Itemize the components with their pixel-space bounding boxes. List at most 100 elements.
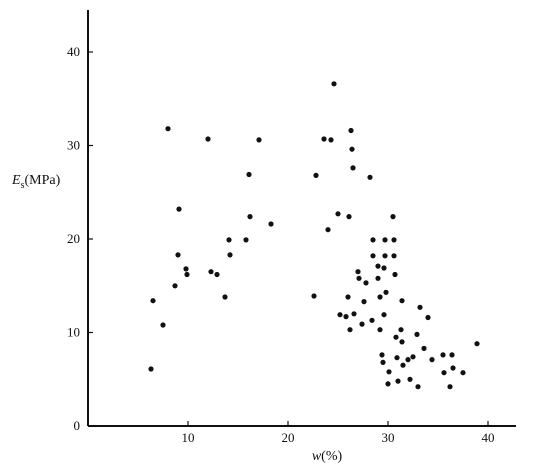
data-point <box>379 352 385 358</box>
data-point <box>349 146 355 152</box>
data-point <box>380 359 386 365</box>
data-point <box>474 341 480 347</box>
data-point <box>367 174 373 180</box>
data-point <box>375 275 381 281</box>
data-point <box>399 339 405 345</box>
data-point <box>383 289 389 295</box>
y-tick-label: 10 <box>67 325 80 340</box>
x-tick-label: 20 <box>282 430 295 445</box>
data-point <box>268 221 274 227</box>
data-point <box>328 137 334 143</box>
data-point <box>160 322 166 328</box>
data-point <box>394 355 400 361</box>
data-point <box>311 293 317 299</box>
data-point <box>214 271 220 278</box>
data-points <box>148 81 480 390</box>
data-point <box>377 294 383 300</box>
data-point <box>381 265 387 271</box>
y-tick-label: 0 <box>74 418 81 433</box>
data-point <box>165 126 171 132</box>
data-point <box>385 381 391 387</box>
data-point <box>363 280 369 286</box>
data-point <box>382 237 388 243</box>
x-axis-label-symbol: w <box>312 449 322 464</box>
x-tick-label: 10 <box>182 430 195 445</box>
data-point <box>184 271 190 278</box>
data-point <box>359 321 365 327</box>
data-point <box>398 327 404 333</box>
y-axis-label-subscript: s <box>21 180 25 191</box>
data-point <box>447 384 453 390</box>
data-point <box>208 269 214 275</box>
y-axis-ticks: 0 10 20 30 40 <box>67 44 93 433</box>
data-point <box>391 237 397 243</box>
data-point <box>417 304 423 310</box>
data-point <box>351 311 357 317</box>
data-point <box>348 127 354 134</box>
data-point <box>325 227 331 233</box>
data-point <box>227 252 233 258</box>
x-axis-label-unit: (%) <box>321 449 342 464</box>
data-point <box>382 253 388 259</box>
data-point <box>172 283 178 289</box>
data-point <box>346 214 352 220</box>
data-point <box>415 384 421 390</box>
data-point <box>395 378 401 384</box>
x-tick-label: 30 <box>382 430 395 445</box>
x-axis-label: w(%) <box>312 449 343 464</box>
data-point <box>337 312 343 318</box>
data-point <box>335 211 341 217</box>
data-point <box>392 271 398 278</box>
data-point <box>331 81 337 87</box>
data-point <box>243 237 249 243</box>
data-point <box>370 237 376 243</box>
data-point <box>183 266 189 272</box>
data-point <box>429 357 435 363</box>
data-point <box>256 137 262 143</box>
y-tick-label: 30 <box>67 138 80 153</box>
x-tick-label: 40 <box>482 430 495 445</box>
data-point <box>343 314 349 320</box>
data-point <box>399 298 405 304</box>
data-point <box>375 263 381 269</box>
data-point <box>148 366 154 372</box>
data-point <box>381 312 387 318</box>
data-point <box>410 354 416 360</box>
y-tick-label: 40 <box>67 44 80 59</box>
y-axis-label-unit: (MPa) <box>24 173 60 188</box>
data-point <box>386 369 392 375</box>
y-axis-label: Es(MPa) <box>11 173 61 191</box>
data-point <box>393 334 399 340</box>
data-point <box>405 357 411 363</box>
data-point <box>425 314 431 321</box>
data-point <box>175 252 181 258</box>
data-point <box>407 376 413 382</box>
data-point <box>321 136 327 142</box>
y-axis-label-symbol: E <box>11 173 21 188</box>
data-point <box>369 317 375 323</box>
data-point <box>347 327 353 333</box>
data-point <box>222 294 228 300</box>
data-point <box>361 299 367 305</box>
data-point <box>400 362 406 368</box>
data-point <box>355 269 361 275</box>
data-point <box>390 214 396 220</box>
data-point <box>441 370 447 376</box>
data-point <box>247 214 253 220</box>
y-tick-label: 20 <box>67 231 80 246</box>
data-point <box>226 237 232 243</box>
data-point <box>345 294 351 300</box>
data-point <box>440 352 446 358</box>
data-point <box>414 331 420 337</box>
data-point <box>421 345 427 351</box>
data-point <box>391 253 397 259</box>
x-axis-ticks: 10 20 30 40 <box>182 421 495 445</box>
data-point <box>150 298 156 304</box>
data-point <box>449 352 455 358</box>
data-point <box>176 206 182 212</box>
data-point <box>450 365 456 371</box>
data-point <box>246 171 252 178</box>
data-point <box>205 136 211 142</box>
data-point <box>350 165 356 171</box>
